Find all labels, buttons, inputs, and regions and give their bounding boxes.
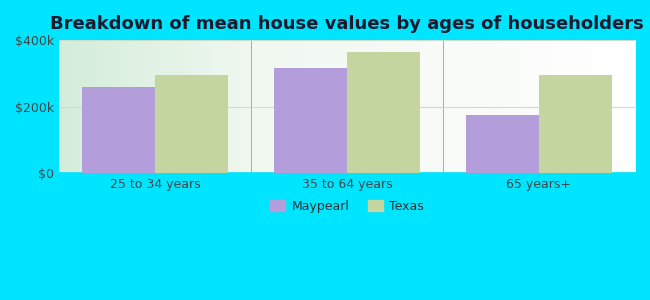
- Title: Breakdown of mean house values by ages of householders: Breakdown of mean house values by ages o…: [50, 15, 644, 33]
- Bar: [82, 88, 155, 173]
- Bar: [539, 75, 612, 173]
- Bar: [347, 52, 420, 173]
- Legend: Maypearl, Texas: Maypearl, Texas: [265, 195, 429, 218]
- Bar: [155, 75, 228, 173]
- Bar: [466, 115, 539, 173]
- Bar: [274, 68, 347, 173]
